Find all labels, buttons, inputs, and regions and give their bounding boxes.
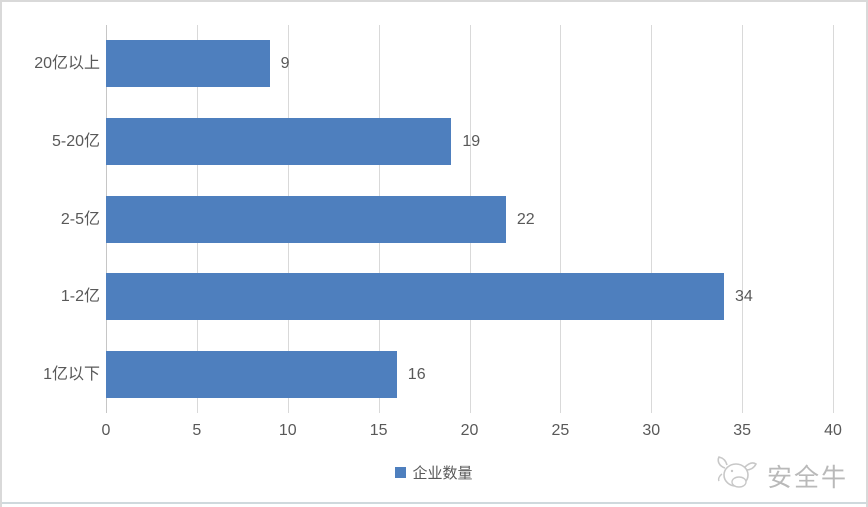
gridline-x-25 bbox=[560, 25, 562, 413]
bar-1亿以下 bbox=[106, 350, 397, 398]
x-tick-label: 40 bbox=[824, 422, 842, 439]
x-tick-label: 25 bbox=[551, 422, 570, 439]
bull-logo-icon bbox=[715, 454, 759, 497]
value-label: 34 bbox=[734, 288, 753, 306]
plot-area bbox=[106, 25, 834, 413]
category-label: 2-5亿 bbox=[60, 210, 100, 228]
bar-5-20亿 bbox=[106, 117, 452, 165]
bar-20亿以上 bbox=[106, 40, 270, 88]
bar-1-2亿 bbox=[106, 273, 724, 321]
x-tick-label: 0 bbox=[101, 422, 111, 439]
category-label: 5-20亿 bbox=[51, 132, 100, 150]
watermark: 安全牛 bbox=[715, 454, 848, 497]
value-label: 9 bbox=[280, 55, 290, 73]
gridline-x-30 bbox=[651, 25, 653, 413]
bar-2-5亿 bbox=[106, 195, 506, 243]
x-tick-label: 15 bbox=[369, 422, 388, 439]
gridline-x-40 bbox=[833, 25, 834, 413]
x-tick-label: 10 bbox=[278, 422, 297, 439]
x-tick-label: 35 bbox=[733, 422, 752, 439]
category-label: 1亿以下 bbox=[43, 365, 100, 383]
bottom-divider bbox=[2, 502, 866, 504]
value-label: 16 bbox=[407, 365, 426, 383]
x-tick-label: 30 bbox=[642, 422, 661, 439]
x-tick-label: 20 bbox=[460, 422, 479, 439]
category-label: 1-2亿 bbox=[60, 288, 100, 306]
legend-label: 企业数量 bbox=[412, 465, 473, 482]
watermark-text: 安全牛 bbox=[766, 463, 848, 492]
legend: 企业数量 bbox=[2, 462, 866, 483]
gridline-x-35 bbox=[742, 25, 744, 413]
value-label: 19 bbox=[462, 132, 481, 150]
category-label: 20亿以上 bbox=[34, 55, 100, 73]
x-tick-label: 5 bbox=[192, 422, 202, 439]
legend-swatch bbox=[395, 467, 407, 478]
value-label: 22 bbox=[516, 210, 535, 228]
